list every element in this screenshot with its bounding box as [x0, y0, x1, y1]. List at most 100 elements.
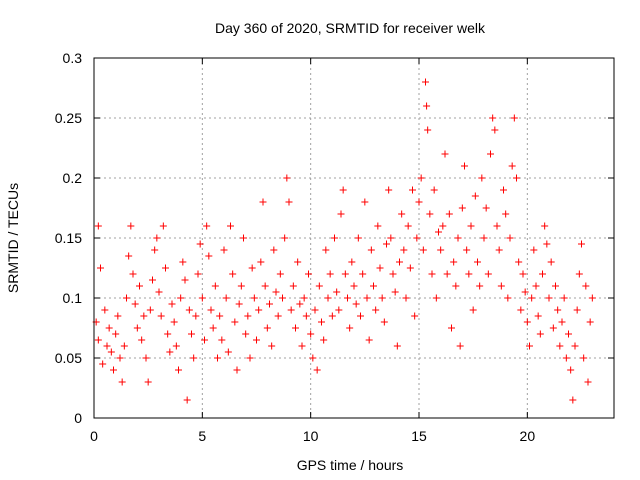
chart-title: Day 360 of 2020, SRMTID for receiver wel…: [215, 20, 486, 36]
data-point: [500, 186, 507, 194]
data-point: [203, 222, 211, 230]
data-point: [506, 234, 514, 242]
data-point: [218, 336, 226, 344]
data-point: [196, 240, 204, 248]
data-point: [510, 114, 518, 122]
data-point: [465, 270, 473, 278]
data-point: [105, 324, 113, 332]
data-point: [569, 396, 577, 404]
data-point: [162, 264, 169, 272]
data-point: [536, 330, 544, 338]
x-tick-label: 5: [198, 428, 206, 444]
data-points: [92, 78, 596, 404]
y-tick-label: 0.1: [63, 290, 83, 306]
data-point: [144, 378, 152, 386]
data-point: [194, 270, 202, 278]
data-point: [320, 336, 328, 344]
data-point: [532, 282, 540, 290]
data-point: [114, 312, 122, 320]
data-point: [222, 294, 230, 302]
data-point: [471, 192, 479, 200]
axis-ticks: [93, 57, 614, 419]
x-tick-label: 0: [90, 428, 98, 444]
grid-lines: [94, 58, 614, 418]
data-point: [298, 342, 306, 350]
data-point: [207, 306, 215, 314]
data-point: [231, 318, 239, 326]
data-point: [476, 282, 484, 290]
data-point: [478, 174, 486, 182]
data-point: [549, 324, 557, 332]
data-point: [402, 294, 410, 302]
data-point: [454, 234, 462, 242]
data-point: [287, 306, 295, 314]
data-point: [112, 330, 120, 338]
data-point: [515, 258, 523, 266]
data-point: [508, 162, 516, 170]
data-point: [179, 258, 187, 266]
data-point: [344, 294, 351, 302]
data-point: [224, 348, 232, 356]
y-tick-label: 0.15: [55, 230, 82, 246]
data-point: [337, 210, 345, 218]
data-point: [445, 210, 453, 218]
data-point: [411, 312, 419, 320]
data-point: [220, 246, 228, 254]
data-point: [480, 234, 488, 242]
data-point: [157, 312, 165, 320]
data-point: [504, 294, 512, 302]
data-point: [545, 294, 553, 302]
data-point: [259, 198, 267, 206]
data-point: [443, 270, 451, 278]
data-point: [244, 312, 252, 320]
data-point: [582, 282, 590, 290]
y-tick-label: 0.25: [55, 110, 82, 126]
data-point: [302, 312, 310, 320]
data-point: [493, 222, 501, 230]
data-point: [495, 246, 503, 254]
data-point: [318, 318, 325, 326]
data-point: [172, 342, 180, 350]
data-point: [255, 306, 263, 314]
data-point: [211, 282, 219, 290]
data-point: [131, 300, 139, 308]
data-point: [250, 294, 258, 302]
data-point: [315, 282, 323, 290]
data-point: [406, 264, 414, 272]
y-axis-title: SRMTID / TECUs: [5, 183, 21, 293]
data-point: [547, 258, 555, 266]
data-point: [294, 258, 302, 266]
data-point: [140, 312, 148, 320]
data-point: [409, 186, 416, 194]
data-point: [374, 222, 382, 230]
data-point: [346, 324, 354, 332]
data-point: [181, 276, 189, 284]
data-point: [146, 306, 154, 314]
data-point: [285, 198, 293, 206]
data-point: [528, 294, 536, 302]
data-point: [562, 354, 570, 362]
data-point: [151, 246, 159, 254]
data-point: [370, 282, 377, 290]
data-point: [118, 378, 126, 386]
data-point: [257, 258, 265, 266]
data-point: [482, 204, 490, 212]
data-point: [248, 264, 256, 272]
data-point: [335, 306, 343, 314]
data-point: [214, 354, 221, 362]
data-point: [138, 336, 146, 344]
data-point: [322, 246, 330, 254]
data-point: [372, 306, 380, 314]
data-point: [573, 306, 581, 314]
data-point: [324, 294, 332, 302]
x-axis-title: GPS time / hours: [297, 457, 404, 473]
data-point: [192, 312, 200, 320]
data-point: [129, 270, 137, 278]
data-point: [417, 174, 425, 182]
data-point: [175, 366, 182, 374]
data-point: [170, 318, 178, 326]
data-point: [94, 222, 102, 230]
data-point: [354, 234, 362, 242]
data-point: [300, 294, 308, 302]
